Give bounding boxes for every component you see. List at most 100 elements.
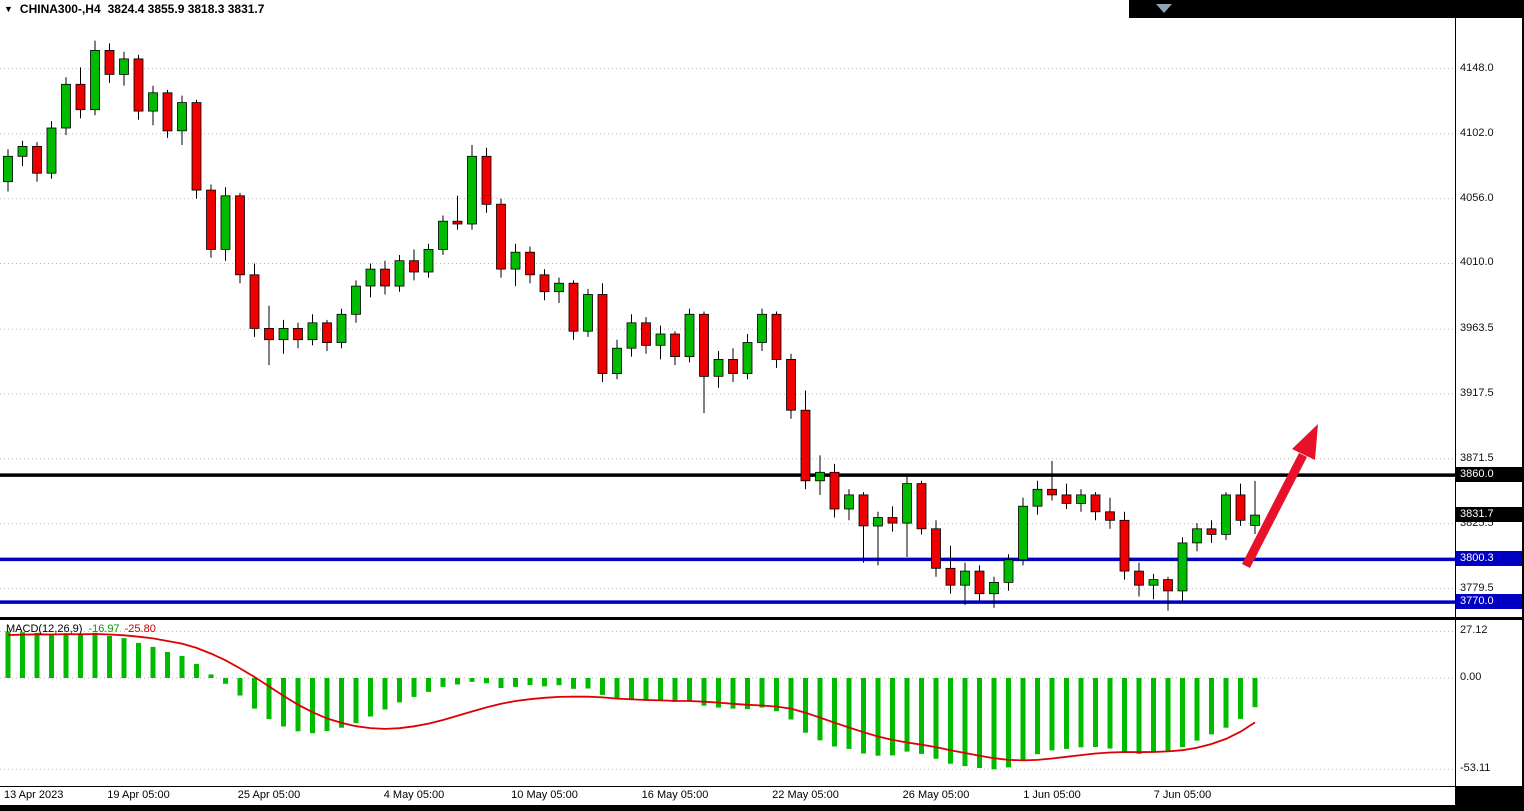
macd-axis: 27.12 0.00 -53.11	[1456, 620, 1522, 786]
macd-histogram-bar	[1136, 678, 1142, 754]
time-axis-label: 4 May 05:00	[383, 789, 445, 801]
macd-histogram-bar	[585, 678, 591, 689]
support1-price-label: 3800.3	[1456, 551, 1522, 567]
macd-signal-line	[7, 633, 1256, 762]
macd-histogram-bar	[745, 678, 750, 710]
candle	[597, 294, 608, 374]
macd-histogram-bar	[469, 678, 475, 682]
resistance-price-label: 3860.0	[1456, 467, 1522, 483]
macd-panel[interactable]	[0, 620, 1455, 786]
candle	[409, 260, 419, 273]
candle	[554, 282, 564, 293]
candle	[960, 570, 970, 586]
candle	[191, 102, 202, 191]
macd-histogram-bar	[411, 678, 417, 697]
symbol-dropdown-icon[interactable]: ▼	[4, 3, 13, 14]
candle	[742, 342, 753, 374]
macd-histogram-bar	[1165, 678, 1171, 752]
macd-histogram-bar	[846, 678, 852, 749]
candle	[1192, 528, 1202, 544]
macd-histogram-bar	[600, 678, 605, 695]
candle	[220, 195, 231, 250]
macd-histogram-bar	[1238, 678, 1243, 719]
candle	[278, 327, 289, 341]
candle	[481, 155, 492, 205]
macd-histogram-bar	[672, 678, 678, 702]
macd-histogram-bar	[78, 634, 83, 678]
candle	[699, 313, 709, 377]
macd-histogram-bar	[1122, 678, 1127, 753]
price-axis[interactable]: 4148.0 4102.0 4056.0 4010.0 3963.5 3917.5 3871…	[1456, 0, 1522, 617]
macd-histogram-bar	[353, 678, 359, 724]
macd-histogram-bar	[527, 678, 533, 686]
candle	[90, 50, 100, 111]
macd-histogram-bar	[875, 678, 881, 756]
candle	[844, 494, 854, 510]
axis-corner	[1455, 787, 1522, 811]
trend-arrow-head[interactable]	[1292, 424, 1318, 460]
macd-histogram-bar	[107, 635, 112, 678]
candle	[177, 102, 187, 132]
chart-title-symbol: CHINA300-,H4	[19, 2, 101, 16]
candle	[452, 220, 463, 225]
support2-price-label: 3770.0	[1456, 594, 1522, 610]
panel-separator[interactable]	[0, 617, 1522, 620]
macd-histogram-bar	[121, 638, 127, 678]
window-top-strip	[1129, 0, 1522, 18]
candle	[670, 333, 680, 358]
macd-histogram-bar	[1180, 678, 1185, 748]
time-axis-label: 7 Jun 05:00	[1153, 789, 1212, 801]
macd-histogram-bar	[194, 663, 199, 678]
macd-histogram-bar	[150, 646, 156, 678]
candle	[1105, 511, 1115, 521]
macd-histogram-bar	[266, 678, 272, 720]
time-axis[interactable]: 13 Apr 2023 19 Apr 05:00 25 Apr 05:00 4 May…	[0, 787, 1455, 805]
candle	[1206, 528, 1217, 535]
candle	[133, 58, 144, 112]
macd-histogram-bar	[933, 678, 939, 759]
candle	[815, 471, 825, 482]
macd-histogram-bar	[701, 678, 707, 706]
chart-shift-marker-icon[interactable]	[1156, 4, 1172, 13]
candle	[17, 145, 28, 157]
candle	[1119, 519, 1130, 572]
macd-histogram-bar	[919, 678, 924, 754]
macd-histogram-bar	[5, 631, 11, 678]
trend-arrow-shaft[interactable]	[1241, 452, 1308, 569]
candle	[307, 322, 318, 341]
macd-histogram-bar	[63, 633, 69, 678]
macd-tick-label: -53.11	[1460, 762, 1491, 775]
macd-histogram-bar	[397, 678, 402, 703]
chart-title-bar: ▼ CHINA300-,H4 3824.4 3855.9 3818.3 3831…	[4, 2, 264, 16]
price-tick-label: 3779.5	[1460, 581, 1494, 594]
candle	[974, 570, 985, 595]
candle	[989, 582, 999, 595]
main-chart[interactable]	[0, 0, 1455, 617]
candle	[887, 517, 898, 524]
candle	[1076, 494, 1086, 504]
price-tick-label: 4056.0	[1460, 191, 1494, 204]
candle	[1148, 579, 1159, 586]
time-axis-label: 26 May 05:00	[902, 789, 970, 801]
time-axis-label: 1 Jun 05:00	[1023, 789, 1081, 801]
macd-histogram-bar	[281, 678, 286, 727]
macd-histogram-bar	[20, 632, 25, 678]
macd-histogram-bar	[179, 656, 185, 678]
time-axis-label: 10 May 05:00	[511, 789, 578, 801]
candle	[235, 195, 245, 276]
candle	[3, 155, 13, 183]
candle	[1032, 488, 1043, 507]
candle	[206, 189, 216, 250]
candle	[626, 322, 637, 349]
macd-histogram-bar	[368, 678, 373, 717]
macd-histogram-bar	[324, 678, 330, 731]
candle	[931, 528, 941, 569]
candle	[293, 327, 303, 341]
macd-histogram-bar	[455, 678, 460, 685]
price-tick-label: 4148.0	[1460, 61, 1494, 74]
candle	[1018, 505, 1028, 561]
candle	[510, 251, 521, 270]
macd-histogram-bar	[223, 678, 228, 684]
price-tick-label: 4010.0	[1460, 256, 1494, 269]
candle	[380, 268, 390, 287]
